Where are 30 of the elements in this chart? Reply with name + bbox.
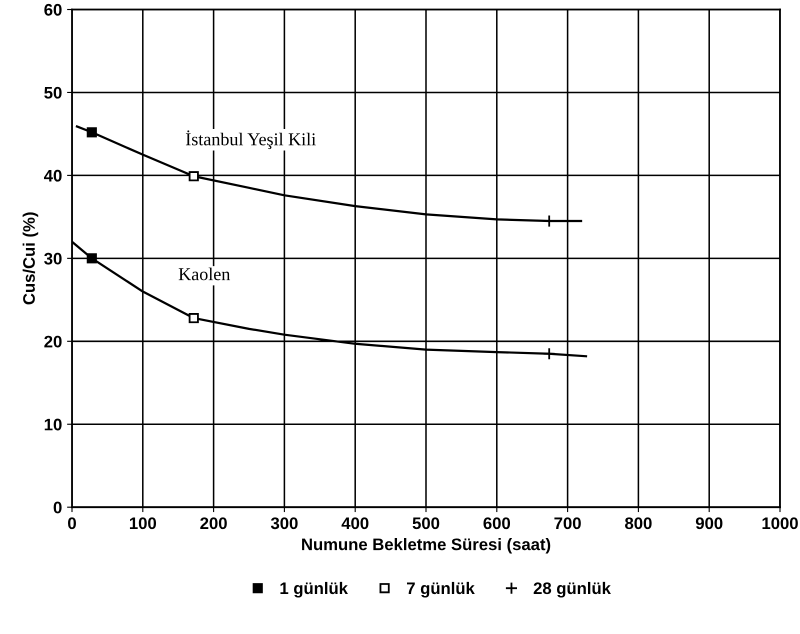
annotation: Kaolen <box>178 268 230 280</box>
x-tick-label: 900 <box>696 517 722 530</box>
x-axis-title: Numune Bekletme Süresi (saat) <box>302 538 550 554</box>
y-tick-label: 30 <box>44 252 62 265</box>
point <box>188 171 199 182</box>
x-tick-label: 400 <box>342 517 368 530</box>
point <box>86 253 97 264</box>
y-tick-label: 50 <box>44 86 62 99</box>
x-tick-label: 800 <box>625 517 652 530</box>
legend-label: 28 günlük <box>534 582 611 598</box>
x-tick-label: 700 <box>554 517 581 530</box>
point <box>542 347 556 360</box>
y-axis-title: Cus/Cui (%) <box>22 212 38 304</box>
y-tick-label: 40 <box>44 170 62 182</box>
x-tick-label: 100 <box>130 517 156 530</box>
legend-label: 1 günlük <box>280 582 348 598</box>
y-tick-label: 0 <box>54 502 62 514</box>
x-tick-label: 600 <box>484 517 510 530</box>
x-tick-label: 200 <box>200 517 227 530</box>
x-tick-label: 300 <box>270 517 298 530</box>
x-tick-label: 500 <box>412 517 440 530</box>
legend-label: 7 günlük <box>406 582 475 598</box>
y-tick-label: 10 <box>44 418 62 430</box>
point <box>86 127 97 138</box>
annotation: İstanbul Yeşil Kili <box>186 130 316 150</box>
x-tick-label: 0 <box>68 517 76 530</box>
y-tick-label: 60 <box>44 4 62 16</box>
y-tick-label: 20 <box>44 336 62 348</box>
x-tick-label: 1000 <box>762 517 798 530</box>
point <box>188 313 199 324</box>
